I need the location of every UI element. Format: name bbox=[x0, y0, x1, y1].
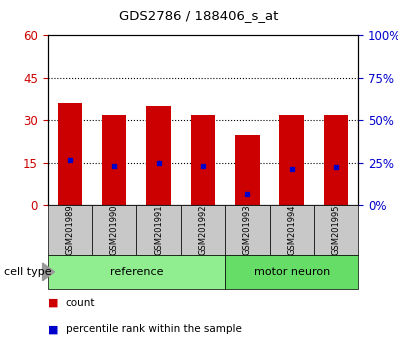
Text: percentile rank within the sample: percentile rank within the sample bbox=[66, 324, 242, 334]
Bar bbox=[269, 205, 314, 255]
Text: GDS2786 / 188406_s_at: GDS2786 / 188406_s_at bbox=[119, 9, 279, 22]
Text: GSM201990: GSM201990 bbox=[110, 205, 119, 255]
Bar bbox=[181, 205, 225, 255]
Text: GSM201992: GSM201992 bbox=[199, 205, 207, 255]
Bar bbox=[137, 205, 181, 255]
Text: GSM201993: GSM201993 bbox=[243, 205, 252, 256]
Bar bbox=[314, 205, 358, 255]
Bar bbox=[235, 135, 259, 205]
Text: GSM201991: GSM201991 bbox=[154, 205, 163, 255]
Bar bbox=[48, 255, 225, 289]
Text: motor neuron: motor neuron bbox=[254, 267, 330, 277]
Text: cell type: cell type bbox=[4, 267, 52, 277]
Bar bbox=[279, 115, 304, 205]
Bar bbox=[58, 103, 82, 205]
Bar bbox=[146, 106, 171, 205]
Bar bbox=[92, 205, 137, 255]
Text: GSM201989: GSM201989 bbox=[65, 205, 74, 256]
Bar bbox=[324, 115, 348, 205]
Text: ■: ■ bbox=[48, 324, 58, 334]
Text: ■: ■ bbox=[48, 298, 58, 308]
Bar bbox=[102, 115, 127, 205]
Text: GSM201995: GSM201995 bbox=[332, 205, 341, 255]
Polygon shape bbox=[43, 263, 55, 281]
Text: reference: reference bbox=[110, 267, 163, 277]
Bar bbox=[191, 115, 215, 205]
Bar bbox=[48, 205, 92, 255]
Text: GSM201994: GSM201994 bbox=[287, 205, 296, 255]
Text: count: count bbox=[66, 298, 95, 308]
Bar bbox=[225, 255, 358, 289]
Bar bbox=[225, 205, 269, 255]
